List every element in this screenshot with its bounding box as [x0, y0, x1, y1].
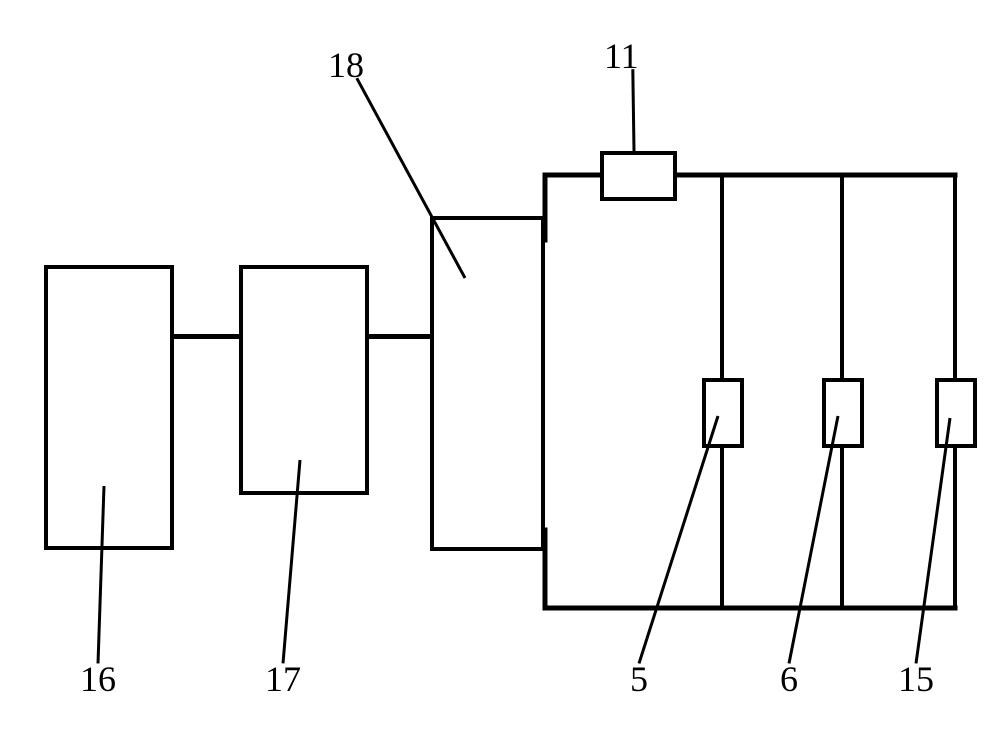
- label-15: 15: [898, 658, 934, 700]
- label-11: 11: [604, 35, 639, 77]
- leader-lines: [0, 0, 1000, 741]
- label-16: 16: [80, 658, 116, 700]
- label-17: 17: [265, 658, 301, 700]
- diagram-canvas: 18 11 16 17 5 6 15: [0, 0, 1000, 741]
- label-5: 5: [630, 658, 648, 700]
- label-6: 6: [780, 658, 798, 700]
- label-18: 18: [328, 44, 364, 86]
